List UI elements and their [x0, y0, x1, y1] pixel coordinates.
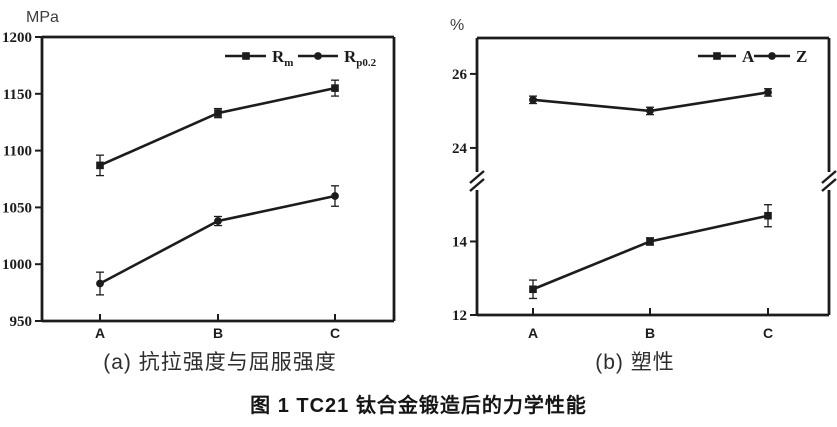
data-point-square: [529, 285, 537, 294]
data-point-circle: [314, 52, 322, 60]
data-point-square: [331, 84, 339, 92]
legend: Rm Rp0.2: [225, 47, 377, 69]
axis-break-slash: [821, 178, 837, 192]
plot-frame: [469, 36, 837, 317]
y-tick-label: 14: [452, 234, 468, 250]
data-point-circle: [764, 88, 772, 97]
series-line: [99, 86, 336, 167]
x-category-label: B: [213, 325, 223, 341]
data-point-circle: [331, 192, 339, 200]
charts-canvas: 950 1000 1050 1100 1150 1200 A B C MPa Rm Rp0.2 12 14…: [2, 9, 837, 341]
y-tick-label: 950: [10, 314, 33, 330]
x-axis: A B C: [95, 314, 340, 341]
x-category-label: B: [645, 325, 655, 341]
legend-label: Rp0.2: [344, 47, 377, 69]
x-category-label: C: [330, 325, 340, 341]
y-axis-unit-label: %: [450, 17, 464, 34]
y-tick-label: 26: [452, 67, 468, 83]
plot-frame: [40, 35, 396, 323]
data-point-square: [713, 52, 721, 60]
legend-label: A: [742, 47, 755, 66]
data-point-circle: [529, 95, 537, 104]
data-point-circle: [96, 279, 104, 288]
x-category-label: C: [763, 325, 773, 341]
axis-break-slash: [469, 170, 485, 184]
axis-break-slash: [469, 178, 485, 192]
data-point-circle: [214, 217, 222, 225]
y-axis-unit-label: MPa: [26, 9, 59, 26]
legend-label: Z: [796, 47, 807, 66]
y-tick-label: 1100: [3, 144, 32, 160]
x-category-label: A: [95, 325, 105, 341]
y-axis: 12 14 24 26: [452, 67, 477, 324]
data-point-circle: [646, 107, 654, 115]
series-Z: [529, 88, 772, 116]
data-point-circle: [768, 52, 776, 60]
panel-a-caption: (a) 抗拉强度与屈服强度: [103, 351, 337, 374]
y-tick-label: 1050: [2, 200, 32, 216]
series-A: [529, 204, 772, 300]
y-axis: 950 1000 1050 1100 1150 1200: [2, 30, 42, 330]
data-point-square: [96, 161, 104, 170]
series-Rp0.2: [96, 185, 339, 296]
panel-b-caption: (b) 塑性: [595, 351, 675, 374]
data-point-square: [214, 109, 222, 117]
y-tick-label: 1150: [3, 87, 32, 103]
x-axis: A B C: [528, 308, 773, 341]
x-category-label: A: [528, 325, 538, 341]
legend-label: Rm: [272, 47, 293, 69]
series-line: [532, 214, 769, 291]
y-tick-label: 1000: [2, 257, 32, 273]
data-point-square: [764, 211, 772, 220]
y-tick-label: 1200: [2, 30, 32, 46]
figure-title: 图 1 TC21 钛合金锻造后的力学性能: [250, 395, 587, 417]
series-Rm: [96, 79, 339, 177]
y-tick-label: 12: [452, 308, 467, 324]
panel-a: 950 1000 1050 1100 1150 1200 A B C MPa Rm Rp0.2: [2, 9, 396, 341]
y-tick-label: 24: [452, 141, 468, 157]
data-point-square: [242, 52, 250, 60]
data-point-square: [646, 237, 654, 246]
axis-break-slash: [821, 170, 837, 184]
series-line: [99, 194, 336, 285]
